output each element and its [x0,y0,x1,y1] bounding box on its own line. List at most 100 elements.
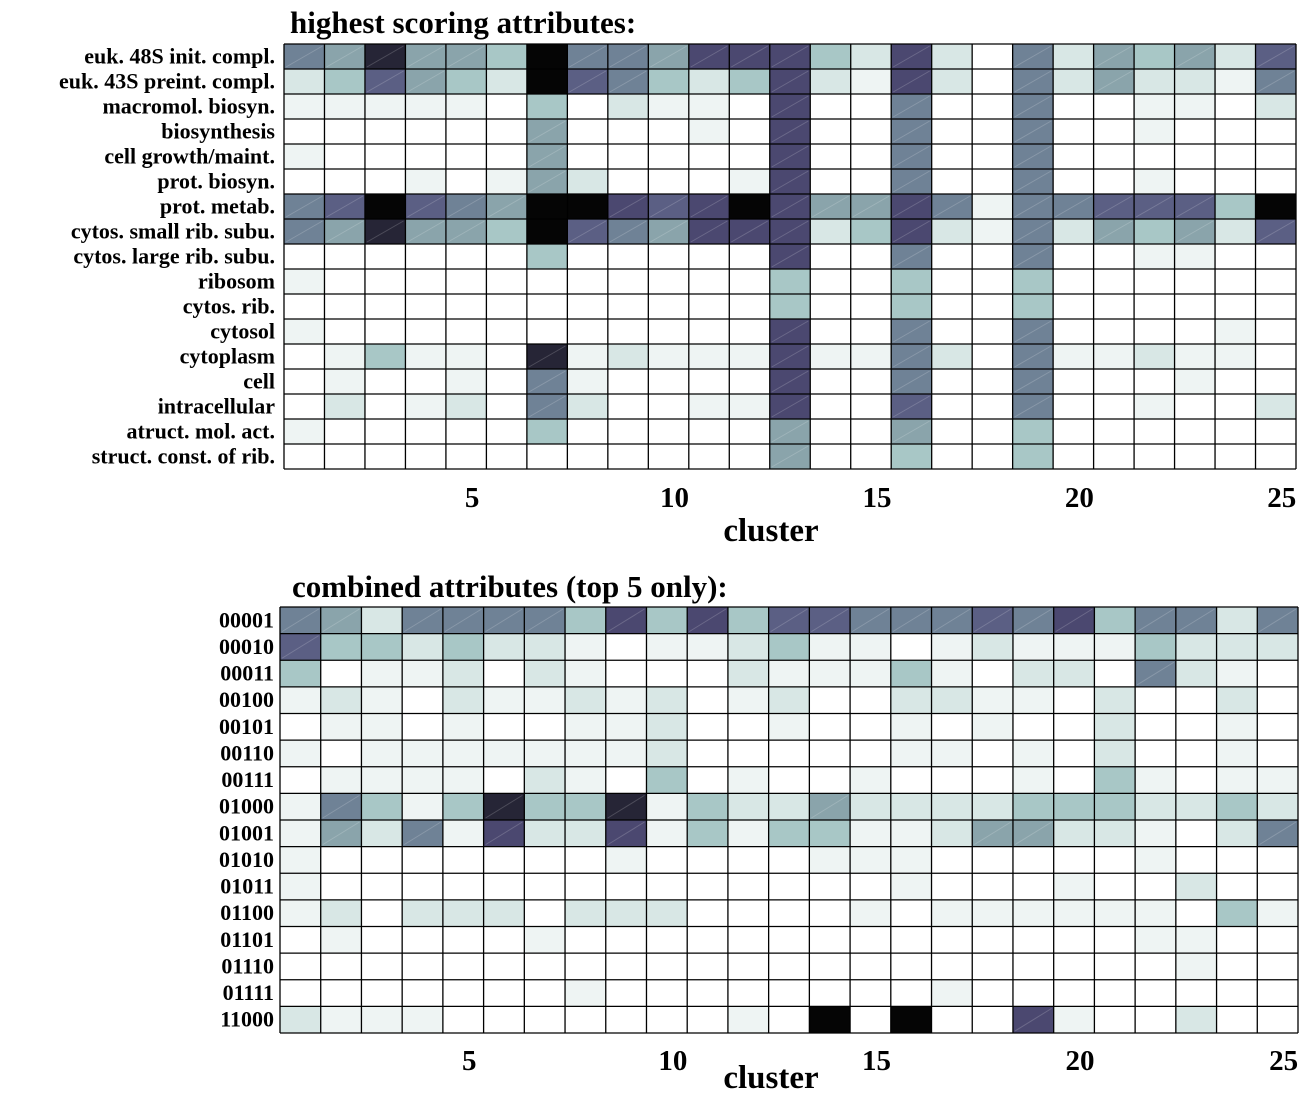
heatmap-cell [809,607,851,634]
heatmap-cell [1215,269,1256,294]
heatmap-cell [727,686,769,714]
cell-hatch [1014,120,1052,143]
top-heatmap-panel: highest scoring attributes: euk. 48S ini… [59,5,1297,549]
heatmap-cell [320,820,362,847]
heatmap-cell [931,319,973,344]
heatmap-cell [729,119,770,144]
heatmap-cell [607,269,649,294]
heatmap-cell [727,660,769,687]
cell-hatch [1095,195,1133,218]
cell-hatch [528,120,566,143]
heatmap-cell [850,607,891,634]
heatmap-cell [809,793,851,821]
heatmap-cell [1053,194,1094,219]
cell-hatch [609,45,647,68]
heatmap-cell [445,144,487,169]
heatmap-cell [1175,607,1217,634]
heatmap-cell [442,953,484,980]
heatmap-cell [727,846,769,874]
heatmap-cell [1134,219,1175,244]
heatmap-cell [1215,394,1256,419]
heatmap-cell [1216,979,1258,1007]
heatmap-cell [364,394,406,419]
heatmap-cell [402,686,443,714]
heatmap-cell [565,979,606,1007]
cell-hatch [1257,220,1295,243]
heatmap-cell [931,269,973,294]
row-label: struct. const. of rib. [92,444,275,469]
heatmap-cell [768,1006,810,1034]
heatmap-cell [567,419,608,444]
heatmap-cell [483,793,525,821]
heatmap-cell [1093,169,1135,194]
heatmap-cell [1215,144,1256,169]
heatmap-cell [486,94,527,119]
heatmap-cell [891,194,932,219]
heatmap-cell [405,444,446,469]
top-x-tick-labels: 5 10 15 20 25 [465,482,1296,514]
heatmap-cell [1053,873,1095,900]
heatmap-cell [526,144,568,169]
heatmap-cell [931,94,973,119]
heatmap-cell [687,820,728,847]
heatmap-cell [1134,369,1175,394]
heatmap-cell [1175,953,1217,980]
heatmap-cell [1134,94,1175,119]
heatmap-cell [280,660,321,687]
heatmap-cell [850,119,892,144]
heatmap-cell [1215,294,1256,319]
heatmap-cell [1135,926,1176,954]
heatmap-cell [1216,686,1258,714]
heatmap-cell [280,873,321,900]
row-label: cell growth/maint. [104,144,275,169]
heatmap-cell [607,319,649,344]
heatmap-cell [648,319,689,344]
heatmap-cell [402,873,443,900]
heatmap-cell [768,713,810,741]
heatmap-cell [483,820,525,847]
heatmap-cell [648,144,689,169]
heatmap-cell [526,369,568,394]
heatmap-cell [1094,1006,1136,1034]
heatmap-cell [729,44,770,69]
x-tick-label: 20 [1065,482,1094,514]
cell-hatch [1014,370,1052,393]
heatmap-cell [972,294,1013,319]
cell-hatch [281,608,319,633]
row-label: 00001 [219,607,274,632]
heatmap-cell [972,899,1013,927]
heatmap-cell [1175,713,1217,741]
heatmap-cell [972,979,1013,1007]
x-tick-label: 25 [1267,482,1296,514]
heatmap-cell [1012,846,1054,874]
bottom-chart-title: combined attributes (top 5 only): [292,569,728,604]
heatmap-cell [972,633,1013,661]
heatmap-cell [1094,607,1136,634]
cell-hatch [444,608,482,633]
heatmap-cell [607,419,649,444]
heatmap-cell [646,713,688,741]
heatmap-cell [1053,394,1094,419]
heatmap-cell [727,793,769,821]
cell-hatch [771,395,809,418]
heatmap-cell [890,873,932,900]
cell-hatch [690,195,728,218]
heatmap-cell [483,740,525,767]
heatmap-cell [1053,633,1095,661]
heatmap-cell [646,926,688,954]
heatmap-cell [890,899,932,927]
heatmap-cell [1094,793,1136,821]
heatmap-cell [931,633,973,661]
heatmap-cell [769,69,811,94]
heatmap-cell [1012,740,1054,767]
heatmap-cell [284,444,325,469]
heatmap-cell [607,244,649,269]
heatmap-cell [284,244,325,269]
heatmap-cell [972,607,1013,634]
heatmap-cell [605,793,647,821]
heatmap-cell [1174,219,1216,244]
heatmap-cell [809,899,851,927]
heatmap-cell [442,740,484,767]
cell-hatch [771,245,809,268]
cell-hatch [1014,95,1052,118]
